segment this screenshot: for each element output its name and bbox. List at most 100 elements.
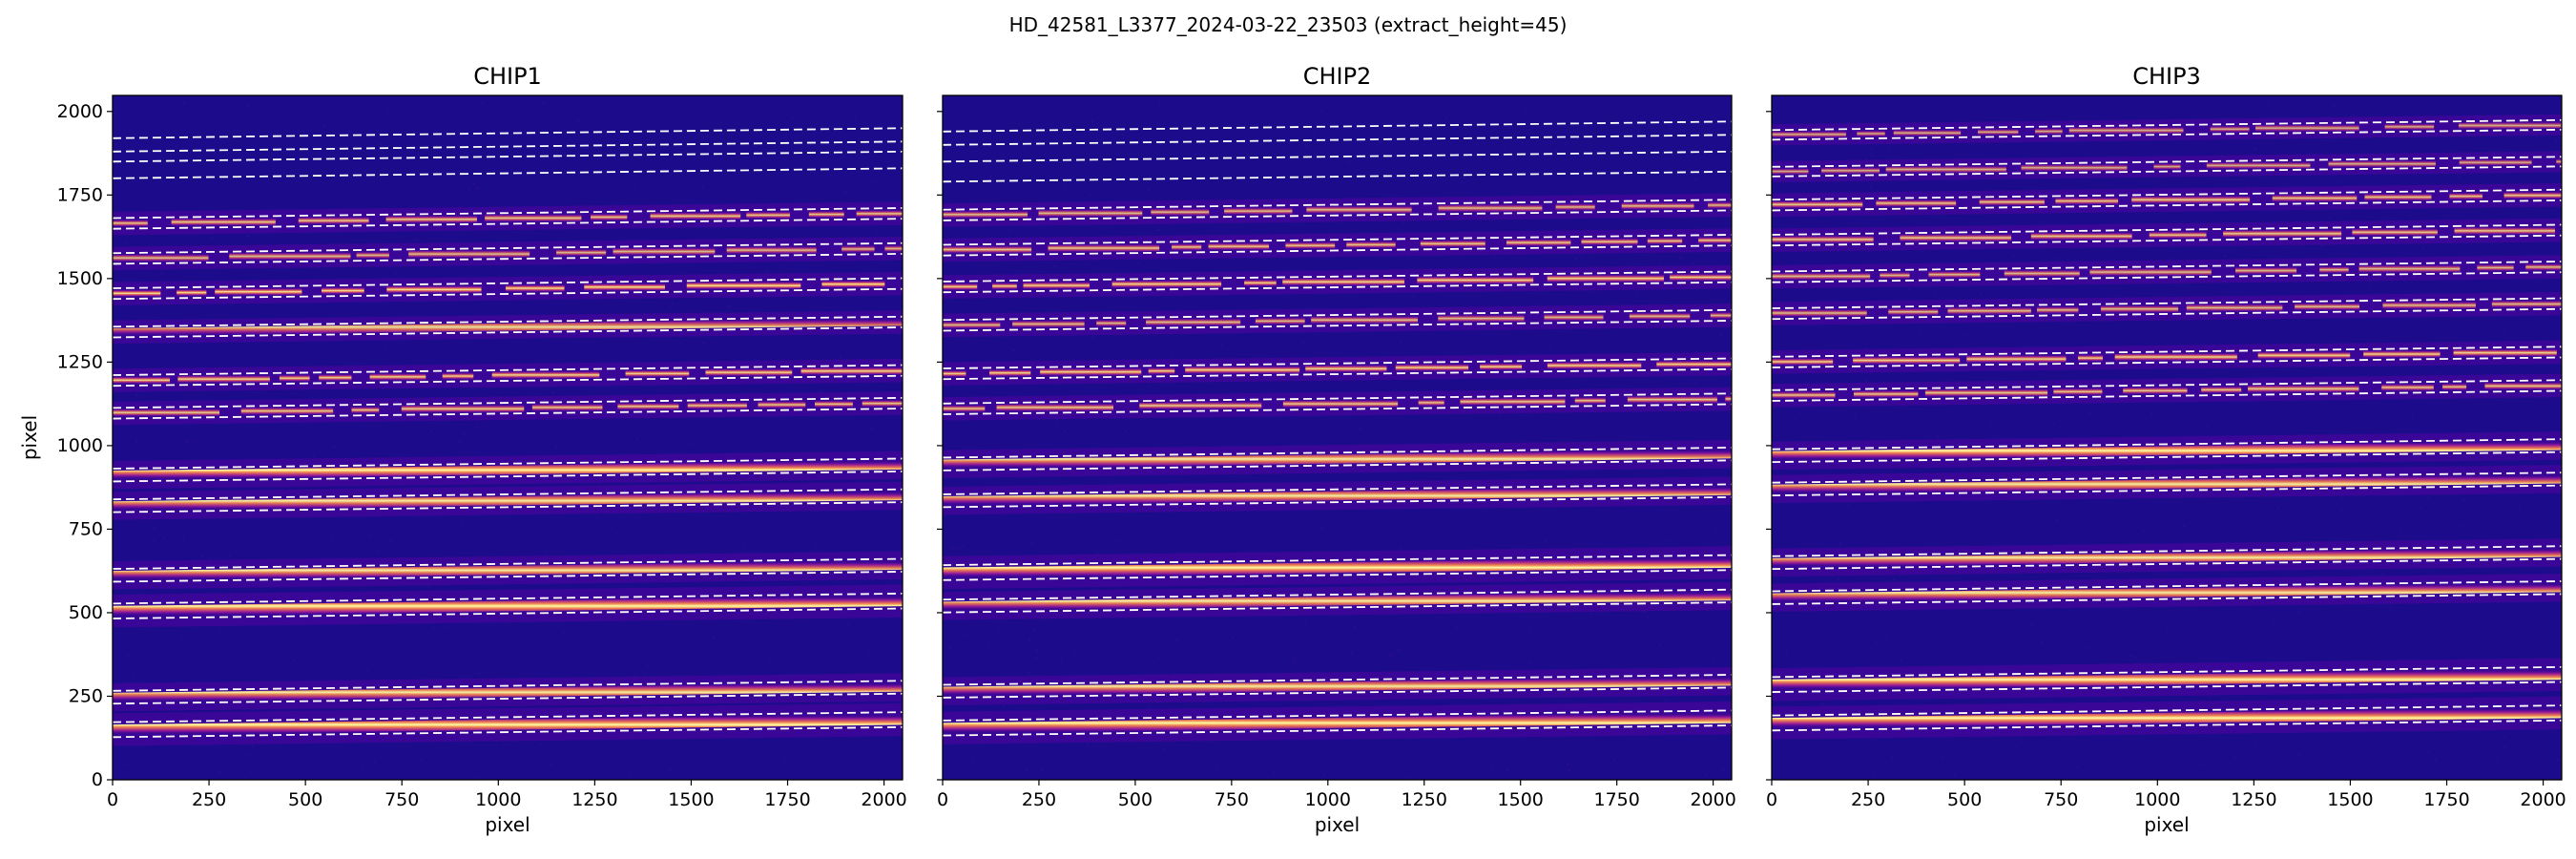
noise-pixel xyxy=(671,302,674,304)
extraction-trace-line xyxy=(1772,234,2562,247)
noise-pixel xyxy=(1719,333,1722,336)
x-axis-label: pixel xyxy=(485,813,530,836)
x-axis-label: pixel xyxy=(1315,813,1360,836)
panel-title: CHIP2 xyxy=(1303,63,1372,90)
noise-pixel xyxy=(2301,103,2304,106)
noise-pixel xyxy=(503,744,506,746)
order-segment xyxy=(298,216,369,225)
order-segment xyxy=(856,209,903,219)
order-segment xyxy=(943,712,1732,734)
x-tick-label: 1750 xyxy=(2423,789,2469,810)
order-segment xyxy=(1574,396,1606,405)
extraction-trace-line xyxy=(1772,379,2562,391)
noise-pixel xyxy=(251,745,254,748)
noise-pixel xyxy=(962,544,965,547)
noise-pixel xyxy=(2503,745,2506,748)
order-segment xyxy=(746,211,790,220)
noise-pixel xyxy=(1668,124,1671,127)
order-segment xyxy=(2257,350,2351,360)
noise-pixel xyxy=(1605,579,1608,582)
detector-image xyxy=(113,96,903,780)
noise-pixel xyxy=(1692,262,1694,264)
order-segment xyxy=(1772,199,1863,209)
order-segment xyxy=(1395,363,1469,372)
noise-pixel xyxy=(2085,647,2088,650)
noise-pixel xyxy=(1147,188,1150,191)
noise-pixel xyxy=(1088,263,1091,266)
extraction-trace-line xyxy=(943,724,1732,737)
noise-pixel xyxy=(1304,622,1307,625)
extraction-trace-line xyxy=(1772,356,2562,368)
noise-pixel xyxy=(1821,702,1824,705)
order-segment xyxy=(1979,198,2045,206)
noise-pixel xyxy=(1567,763,1569,765)
noise-pixel xyxy=(629,774,632,777)
order-segment xyxy=(2068,126,2184,135)
order-segment xyxy=(1581,237,1638,246)
noise-pixel xyxy=(2164,319,2167,322)
noise-pixel xyxy=(379,142,382,145)
noise-pixel xyxy=(2266,101,2269,104)
order-segment xyxy=(943,591,1732,611)
extraction-trace-line xyxy=(1772,261,2562,273)
noise-pixel xyxy=(1963,334,1965,337)
noise-pixel xyxy=(2052,422,2055,425)
noise-pixel xyxy=(989,175,992,178)
extraction-trace-line xyxy=(1772,438,2562,450)
noise-pixel xyxy=(475,426,478,429)
order-segment xyxy=(215,287,302,297)
extraction-trace-line xyxy=(1772,307,2562,321)
noise-pixel xyxy=(1025,768,1028,771)
noise-pixel xyxy=(598,484,601,487)
x-tick-label: 1250 xyxy=(571,789,617,810)
order-segment xyxy=(1306,205,1412,215)
noise-pixel xyxy=(361,765,364,767)
noise-pixel xyxy=(1574,257,1577,260)
noise-pixel xyxy=(1979,293,1982,296)
extraction-trace-line xyxy=(113,457,903,470)
noise-pixel xyxy=(1091,120,1093,123)
noise-pixel xyxy=(611,526,613,529)
extraction-trace-line xyxy=(113,207,903,220)
order-segment xyxy=(1506,238,1571,247)
noise-pixel xyxy=(2459,524,2462,527)
noise-pixel xyxy=(1003,704,1006,707)
order-segment xyxy=(1888,307,1939,316)
order-segment xyxy=(322,286,364,295)
noise-pixel xyxy=(2496,760,2499,763)
noise-pixel xyxy=(782,265,785,268)
order-segment xyxy=(1096,319,1127,327)
noise-pixel xyxy=(551,763,553,765)
extraction-trace-line xyxy=(943,281,1732,294)
order-segment xyxy=(2114,352,2237,362)
noise-pixel xyxy=(1941,756,1943,759)
noise-pixel xyxy=(1122,133,1125,136)
noise-pixel xyxy=(2503,332,2505,335)
noise-pixel xyxy=(353,158,356,161)
noise-pixel xyxy=(2436,371,2439,374)
order-segment xyxy=(1821,166,1880,175)
noise-pixel xyxy=(386,111,389,114)
noise-pixel xyxy=(1885,635,1888,638)
extraction-trace-line xyxy=(1772,471,2562,484)
x-tick-label: 500 xyxy=(288,789,322,810)
x-tick-label: 0 xyxy=(937,789,948,810)
extraction-trace-line xyxy=(113,607,903,619)
extraction-trace-line xyxy=(943,601,1732,614)
noise-pixel xyxy=(390,540,393,543)
noise-pixel xyxy=(987,642,990,645)
spectral-order xyxy=(943,304,1732,338)
order-segment xyxy=(2503,191,2562,199)
order-segment xyxy=(2036,305,2079,314)
noise-pixel xyxy=(1893,577,1896,580)
order-segment xyxy=(1023,281,1091,290)
noise-pixel xyxy=(2318,643,2321,646)
spectral-order xyxy=(943,439,1732,478)
noise-pixel xyxy=(1118,539,1121,542)
noise-pixel xyxy=(1695,178,1698,180)
noise-pixel xyxy=(293,660,296,662)
y-tick-label: 1250 xyxy=(57,351,103,372)
order-segment xyxy=(1282,399,1399,409)
noise-pixel xyxy=(768,658,771,660)
